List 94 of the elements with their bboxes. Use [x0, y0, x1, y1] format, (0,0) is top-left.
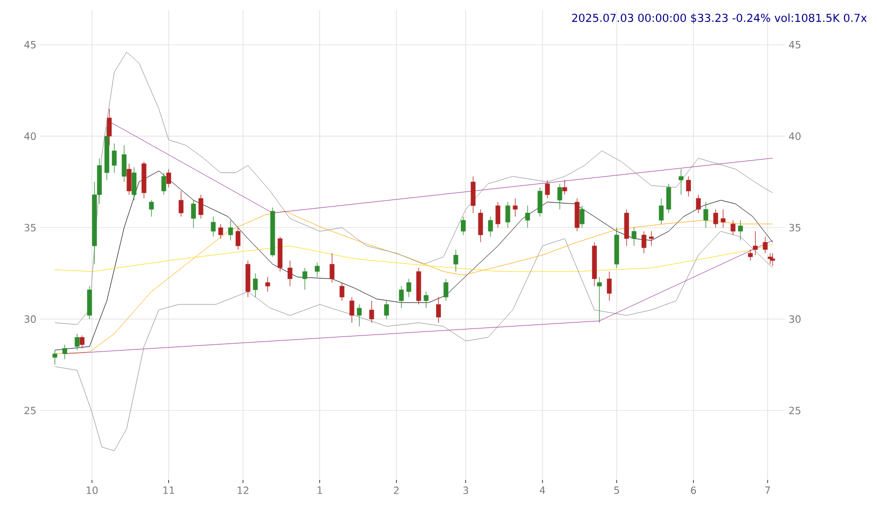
- candlestick: [228, 220, 233, 241]
- candlestick: [748, 249, 753, 261]
- candlestick: [478, 209, 483, 243]
- candlestick: [696, 194, 701, 214]
- x-tick-label: 1: [318, 486, 322, 494]
- candlestick: [580, 205, 584, 228]
- line-series: [54, 231, 773, 451]
- candlestick: [505, 202, 510, 228]
- candlestick: [349, 296, 354, 324]
- x-tick-label: 11: [163, 486, 174, 494]
- candlestick: [686, 176, 691, 197]
- line-series: [54, 52, 773, 325]
- candlestick: [210, 216, 216, 238]
- candlestick: [106, 108, 112, 146]
- candlestick: [436, 296, 441, 324]
- candlestick: [768, 252, 773, 264]
- y2-tick-label: 30: [789, 315, 801, 323]
- candlestick: [648, 230, 654, 246]
- candlestick: [122, 145, 127, 182]
- candlestick: [112, 143, 117, 174]
- y-tick-label: 45: [24, 41, 36, 48]
- candlestick: [126, 163, 132, 196]
- candlestick: [302, 268, 308, 290]
- candlestick: [384, 300, 389, 320]
- candlestick: [340, 282, 344, 302]
- candlestick: [470, 176, 476, 214]
- candlestick: [398, 286, 404, 308]
- candlestick: [369, 300, 374, 324]
- candlestick: [720, 209, 726, 228]
- candlestick: [161, 172, 166, 196]
- candlestick: [752, 230, 758, 256]
- candlestick: [453, 249, 458, 272]
- x-tick-label: 5: [614, 486, 619, 494]
- candlestick: [606, 271, 612, 302]
- x-tick-label: 7: [765, 486, 770, 494]
- y2-tick-label: 45: [789, 41, 800, 48]
- x-tick-label: 12: [238, 486, 248, 494]
- x-tick-label: 10: [86, 486, 98, 494]
- candlestick: [496, 202, 500, 228]
- candlestick: [488, 216, 493, 238]
- candlestick: [178, 190, 184, 217]
- candlestick: [314, 262, 320, 278]
- candlestick: [252, 273, 258, 298]
- candlestick: [406, 278, 412, 298]
- chart-title: 2025.07.03 00:00:00 $33.23 -0.24% vol:1081.5K 0.7x: [572, 14, 867, 24]
- candlestick: [730, 220, 736, 236]
- candlestick: [762, 236, 768, 254]
- candlestick: [703, 202, 708, 228]
- x-tick-label: 2: [394, 486, 399, 494]
- x-tick-label: 3: [463, 486, 468, 494]
- candlestick: [149, 200, 154, 217]
- candlestick: [666, 183, 672, 214]
- candlestick: [166, 168, 172, 188]
- candlestick: [713, 209, 718, 228]
- candlestick: [218, 224, 224, 239]
- candlestick: [62, 344, 68, 360]
- candlestick: [678, 168, 684, 196]
- y2-tick-label: 35: [789, 224, 800, 232]
- x-tick-label: 4: [540, 486, 546, 494]
- candlestick: [642, 230, 646, 254]
- y2-tick-label: 25: [789, 406, 800, 414]
- y-tick-label: 40: [24, 132, 36, 140]
- line-series: [54, 244, 773, 272]
- candlestick: [562, 180, 568, 196]
- candlestick: [770, 252, 776, 266]
- candlestick: [538, 187, 542, 217]
- candlestick: [52, 350, 58, 366]
- candlestick: [525, 205, 530, 228]
- candlestick: [265, 276, 270, 292]
- candlestick: [356, 304, 362, 327]
- candlestick: [74, 333, 80, 350]
- candlestick: [198, 194, 204, 219]
- y2-tick-label: 40: [789, 132, 801, 140]
- candlestick: [236, 227, 240, 250]
- candlestick: [80, 335, 84, 349]
- candlestick: [738, 220, 743, 241]
- candlestick: [288, 260, 292, 286]
- line-series: [54, 170, 773, 350]
- candlestick: [444, 278, 448, 302]
- candlestick: [632, 227, 636, 246]
- y-tick-label: 25: [24, 406, 36, 414]
- candlestick: [597, 276, 602, 324]
- candlestick: [330, 252, 334, 283]
- candlestick: [132, 166, 136, 200]
- y-tick-label: 35: [24, 224, 36, 232]
- x-tick-label: 6: [690, 486, 696, 494]
- candlestick: [557, 183, 562, 210]
- candlestick: [545, 180, 550, 199]
- candlestick: [460, 216, 466, 236]
- candlestick: [424, 291, 428, 308]
- candlestick: [658, 198, 664, 224]
- candlestick: [512, 198, 518, 217]
- candlestick: [191, 200, 196, 228]
- y-tick-label: 30: [24, 315, 36, 323]
